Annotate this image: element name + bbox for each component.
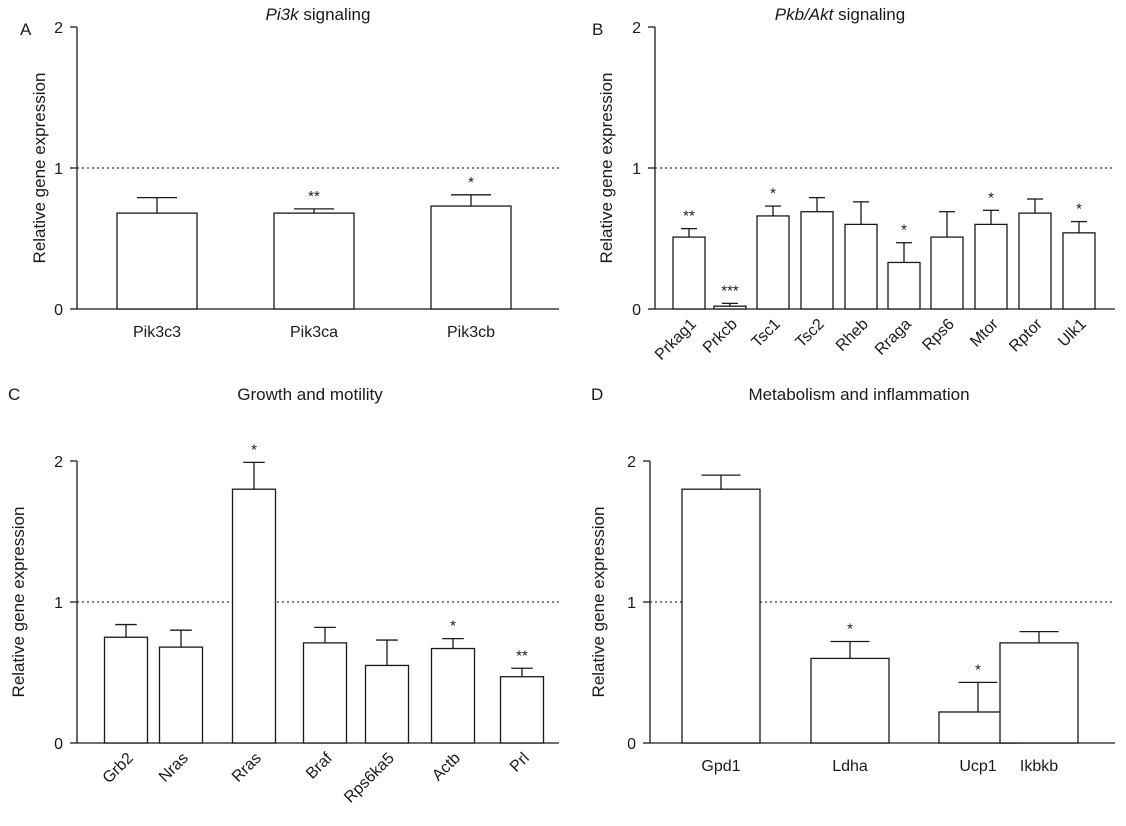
x-tick-label: Pik3c3 (133, 324, 181, 341)
x-tick-label: Ulk1 (1055, 316, 1090, 351)
significance-marker: * (988, 189, 994, 206)
bar (430, 205, 512, 310)
significance-marker: * (1076, 201, 1082, 218)
bar (672, 236, 706, 310)
y-tick-label: 1 (632, 161, 641, 178)
y-tick-label: 1 (627, 595, 636, 612)
significance-marker: * (847, 620, 853, 637)
x-tick-label: Rps6 (919, 316, 958, 355)
y-tick-label: 0 (54, 736, 63, 753)
x-tick-label: Prkcb (700, 316, 741, 357)
bar (1062, 232, 1096, 310)
title-italic-part: Pkb/Akt (775, 5, 835, 24)
bar (930, 236, 964, 310)
y-tick-label: 2 (54, 454, 63, 471)
significance-marker: * (450, 618, 456, 635)
bar (810, 657, 890, 744)
significance-marker: * (975, 661, 981, 678)
bar (158, 646, 204, 744)
bar (302, 642, 348, 744)
x-tick-label: Rptor (1006, 315, 1046, 355)
significance-marker: * (901, 222, 907, 239)
x-tick-label: Nras (156, 750, 192, 786)
x-tick-label: Tsc2 (793, 316, 828, 351)
panel-letter: D (591, 385, 603, 404)
panel-d: D Metabolism and inflammation Relative gen… (589, 385, 1115, 775)
x-tick-label: Ldha (832, 758, 868, 775)
y-axis-label: Relative gene expression (9, 507, 28, 698)
x-tick-label: Actb (429, 750, 464, 785)
title-rest-part: signaling (299, 5, 371, 24)
bar (116, 212, 198, 310)
panel-title: Metabolism and inflammation (748, 385, 969, 404)
bar (887, 261, 921, 310)
bar (231, 488, 277, 744)
x-tick-label: Rras (229, 750, 265, 786)
x-tick-label: Tsc1 (749, 316, 784, 351)
significance-marker: * (770, 185, 776, 202)
x-tick-label: Rraga (872, 316, 915, 359)
bar (844, 223, 878, 310)
x-tick-label: Mtor (967, 315, 1002, 350)
y-tick-label: 2 (54, 20, 63, 37)
bar (499, 676, 545, 744)
y-tick-label: 1 (54, 161, 63, 178)
significance-marker: * (251, 441, 257, 458)
bar (364, 664, 410, 744)
bar (273, 212, 355, 310)
significance-marker: *** (721, 282, 739, 299)
panel-letter: C (8, 385, 20, 404)
panel-letter: B (592, 20, 603, 39)
significance-marker: * (468, 174, 474, 191)
y-tick-label: 1 (54, 595, 63, 612)
y-tick-label: 0 (54, 302, 63, 319)
x-tick-label: Braf (303, 749, 336, 782)
bar (430, 647, 476, 744)
title-italic-part: Pi3k (266, 5, 301, 24)
x-tick-label: Ucp1 (959, 758, 996, 775)
bar (999, 642, 1079, 744)
y-axis-label: Relative gene expression (589, 507, 608, 698)
x-tick-label: Prkag1 (652, 316, 700, 364)
x-tick-label: Ikbkb (1020, 758, 1058, 775)
significance-marker: ** (516, 647, 528, 664)
panel-title: Pi3k signaling (266, 5, 371, 24)
significance-marker: ** (683, 208, 695, 225)
title-rest-part: signaling (833, 5, 905, 24)
x-tick-label: Gpd1 (701, 758, 740, 775)
bar (800, 211, 834, 310)
bar (974, 223, 1008, 310)
panel-b: B Pkb/Akt signaling Relative gene expressi… (592, 5, 1115, 364)
bar (681, 488, 761, 744)
panel-title: Growth and motility (237, 385, 383, 404)
y-tick-label: 2 (632, 20, 641, 37)
y-axis-label: Relative gene expression (30, 73, 49, 264)
bar (713, 305, 747, 310)
x-tick-label: Pik3cb (447, 324, 495, 341)
x-tick-label: Pik3ca (290, 324, 338, 341)
bar (756, 215, 790, 310)
x-tick-label: Rps6ka5 (341, 750, 398, 807)
y-axis-label: Relative gene expression (597, 73, 616, 264)
panel-a: A Pi3k signaling Relative gene expression 0… (20, 5, 559, 341)
panel-title: Pkb/Akt signaling (775, 5, 905, 24)
x-tick-label: Rheb (833, 316, 872, 355)
x-tick-label: Prl (507, 750, 533, 776)
y-tick-label: 0 (632, 302, 641, 319)
bar (1018, 212, 1052, 310)
panel-letter: A (20, 20, 32, 39)
x-tick-label: Grb2 (100, 750, 137, 787)
panel-c: C Growth and motility Relative gene expres… (8, 385, 559, 806)
bar (103, 636, 149, 744)
y-tick-label: 2 (627, 454, 636, 471)
significance-marker: ** (308, 188, 320, 205)
y-tick-label: 0 (627, 736, 636, 753)
